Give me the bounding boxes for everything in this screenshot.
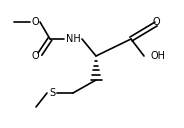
Text: O: O [31,17,39,27]
Text: OH: OH [151,51,165,61]
Text: S: S [49,88,55,98]
Text: NH: NH [66,34,80,44]
Text: O: O [31,51,39,61]
Text: O: O [152,17,160,27]
